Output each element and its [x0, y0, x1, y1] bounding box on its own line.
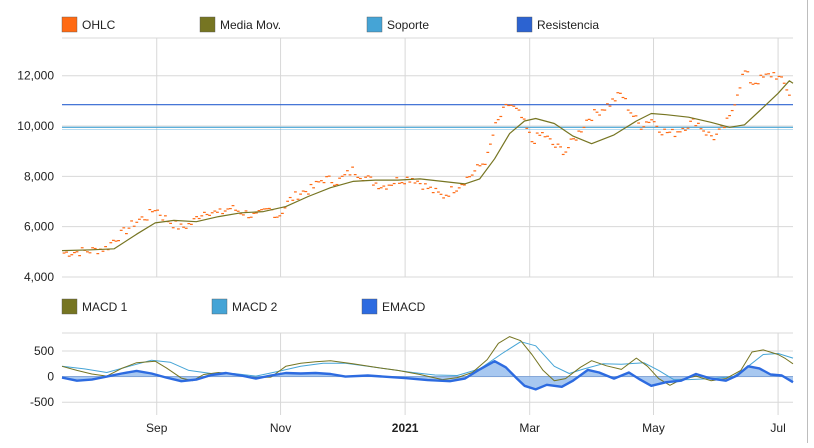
x-tick-label: May	[642, 421, 665, 435]
y-tick-label: 500	[34, 344, 54, 358]
x-tick-label: 2021	[392, 421, 419, 435]
y-tick-label: 10,000	[17, 119, 54, 133]
y-tick-label: 4,000	[24, 270, 54, 284]
legend-swatch-emacd	[361, 298, 378, 315]
emacd-line	[61, 360, 794, 391]
legend-label-resistencia: Resistencia	[537, 18, 599, 32]
chart-right-border	[807, 0, 808, 443]
legend-label-ohlc: OHLC	[82, 18, 116, 32]
legend-swatch-media-mov-	[199, 16, 216, 33]
x-tick-label: Nov	[270, 421, 291, 435]
legend-swatch-soporte	[366, 16, 383, 33]
y-tick-label: 0	[47, 370, 54, 384]
legend-swatch-macd-1	[61, 298, 78, 315]
emacd-area	[62, 361, 793, 390]
y-tick-label: 6,000	[24, 220, 54, 234]
macd2-line	[61, 341, 794, 381]
legend-swatch-macd-2	[211, 298, 228, 315]
y-tick-label: 12,000	[17, 69, 54, 83]
y-tick-label: -500	[30, 395, 54, 409]
legend-label-emacd: EMACD	[382, 300, 426, 314]
moving-average-line	[61, 80, 794, 252]
legend-swatch-resistencia	[516, 16, 533, 33]
x-tick-label: Sep	[146, 421, 168, 435]
x-tick-label: Mar	[519, 421, 540, 435]
x-tick-label: Jul	[770, 421, 785, 435]
y-tick-label: 8,000	[24, 169, 54, 183]
ohlc-series	[62, 70, 791, 257]
legend-label-macd-2: MACD 2	[232, 300, 278, 314]
legend-label-media-mov-: Media Mov.	[220, 18, 281, 32]
legend-label-soporte: Soporte	[387, 18, 429, 32]
legend-label-macd-1: MACD 1	[82, 300, 128, 314]
legend-swatch-ohlc	[61, 16, 78, 33]
